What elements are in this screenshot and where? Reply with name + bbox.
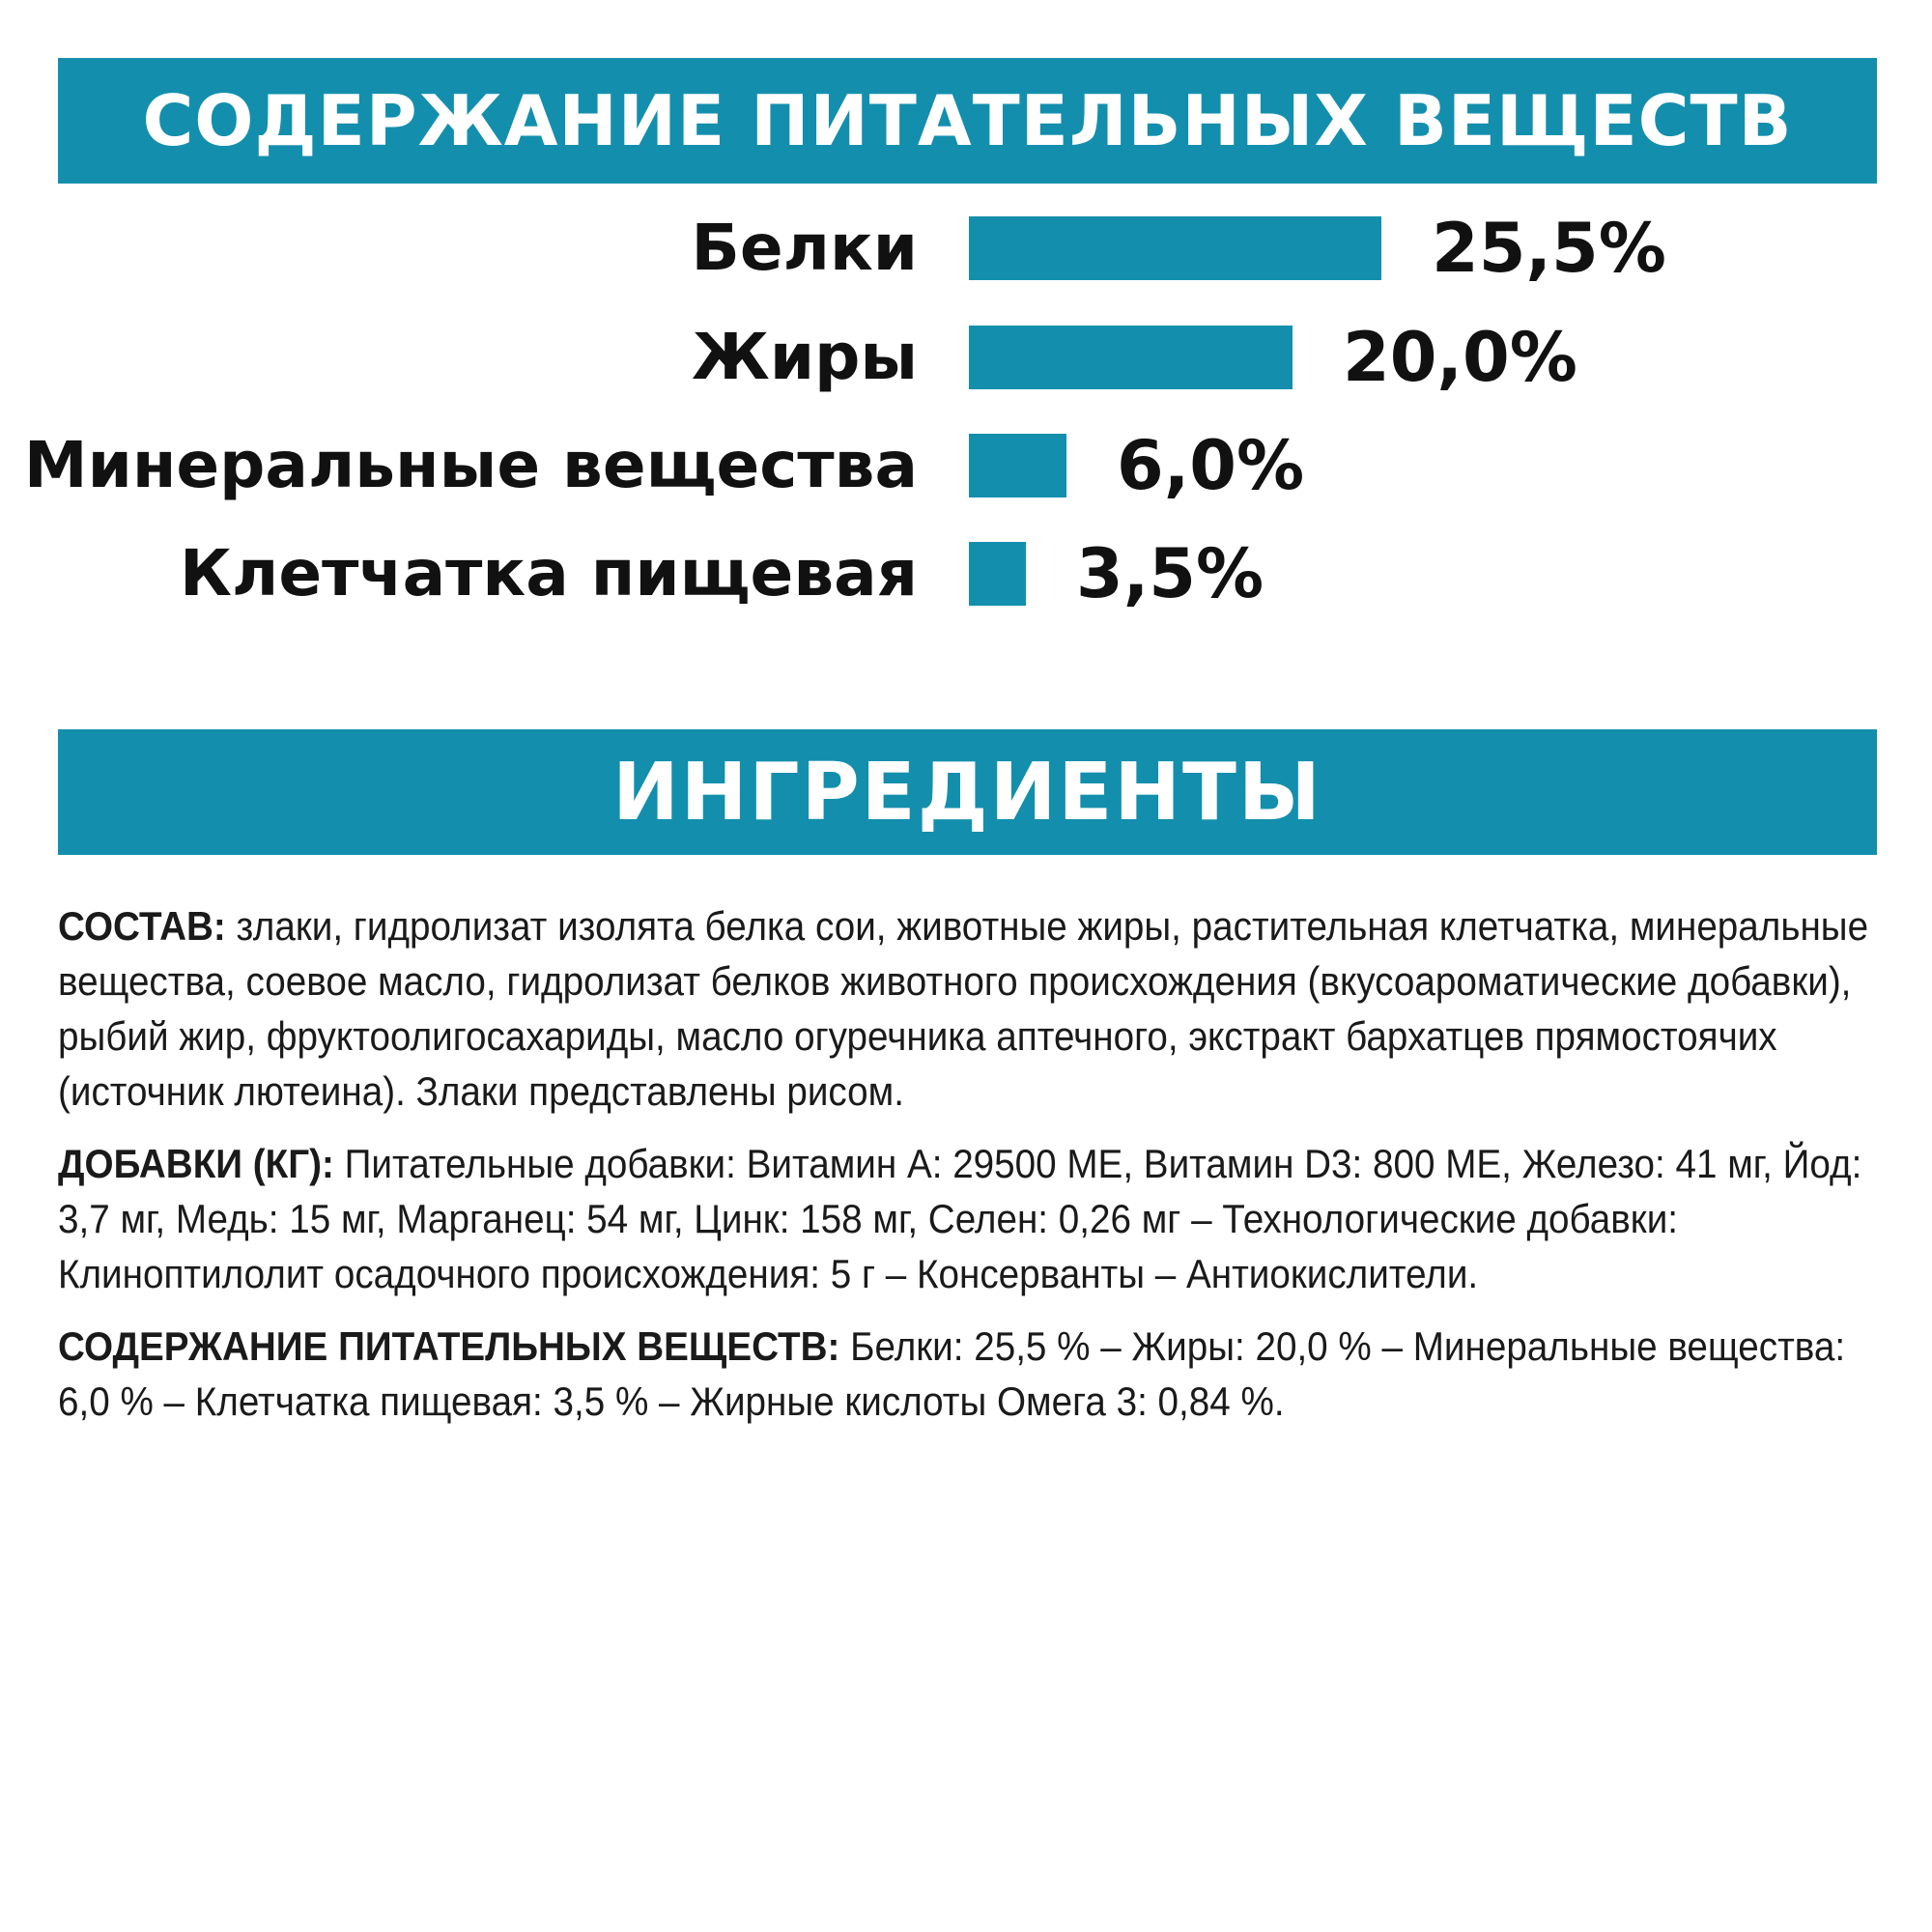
nutrient-content-text: Белки: 25,5 % – Жиры: 20,0 % – Минеральн… [58,1323,1846,1424]
nutrient-bar [969,216,1381,280]
nutrient-label: Белки [691,211,918,285]
nutrient-label: Минеральные вещества [23,428,918,502]
composition-text: злаки, гидролизат изолята белка сои, жив… [58,903,1869,1114]
ingredients-banner: ИНГРЕДИЕНТЫ [58,729,1877,855]
additives-text: Питательные добавки: Витамин A: 29500 ME… [58,1141,1862,1296]
nutrient-bar [969,326,1293,389]
composition-lead: СОСТАВ: [58,903,226,949]
additives-paragraph: ДОБАВКИ (КГ): Питательные добавки: Витам… [58,1136,1885,1301]
nutrient-content-lead: СОДЕРЖАНИЕ ПИТАТЕЛЬНЫХ ВЕЩЕСТВ: [58,1323,840,1369]
nutrient-bar [969,542,1026,606]
composition-paragraph: СОСТАВ: злаки, гидролизат изолята белка … [58,898,1885,1119]
nutrient-bar-chart: Белки 25,5% Жиры 20,0% Минеральные вещества 6… [0,0,1932,696]
nutrients-banner: СОДЕРЖАНИЕ ПИТАТЕЛЬНЫХ ВЕЩЕСТВ [58,58,1877,184]
nutrient-label: Клетчатка пищевая [180,536,918,611]
ingredients-title: ИНГРЕДИЕНТЫ [612,746,1322,838]
nutrient-content-paragraph: СОДЕРЖАНИЕ ПИТАТЕЛЬНЫХ ВЕЩЕСТВ: Белки: 2… [58,1319,1885,1429]
nutrient-value-label: 3,5% [1076,534,1264,613]
nutrient-value-label: 20,0% [1343,318,1577,397]
nutrients-title: СОДЕРЖАНИЕ ПИТАТЕЛЬНЫХ ВЕЩЕСТВ [142,80,1793,161]
nutrient-bar [969,434,1066,497]
additives-lead: ДОБАВКИ (КГ): [58,1141,334,1186]
ingredients-text: СОСТАВ: злаки, гидролизат изолята белка … [58,898,1885,1446]
nutrient-value-label: 6,0% [1117,426,1305,505]
nutrient-label: Жиры [692,320,918,394]
nutrient-value-label: 25,5% [1432,209,1666,288]
